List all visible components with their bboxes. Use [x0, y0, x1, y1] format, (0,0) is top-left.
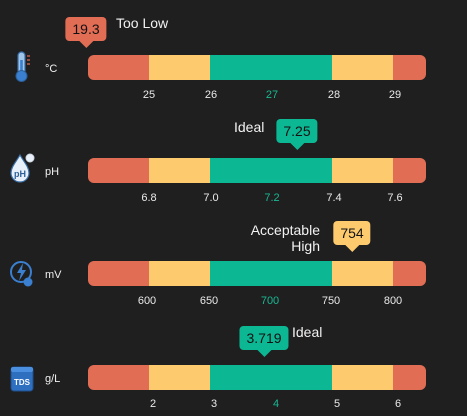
- status-label: Ideal: [234, 119, 265, 135]
- tick-label: 6: [394, 398, 402, 410]
- segment-too-high: [393, 365, 426, 390]
- tick-label: 28: [327, 89, 341, 101]
- status-line: High: [291, 238, 320, 254]
- thermometer-icon: [8, 50, 36, 84]
- range-bar: [88, 365, 426, 390]
- segment-low: [149, 365, 210, 390]
- segment-ideal: [210, 365, 332, 390]
- segment-low: [149, 55, 210, 80]
- segment-too-high: [393, 261, 426, 286]
- unit-label: g/L: [45, 373, 61, 385]
- segment-ideal: [210, 261, 332, 286]
- svg-text:pH: pH: [14, 169, 26, 179]
- segment-high: [332, 55, 393, 80]
- segment-too-high: [393, 158, 426, 183]
- segment-ideal: [210, 158, 332, 183]
- segment-low: [149, 158, 210, 183]
- tick-label: 600: [137, 295, 157, 307]
- tds-icon: TDS: [8, 363, 36, 397]
- segment-too-high: [393, 55, 426, 80]
- unit-label: mV: [45, 269, 62, 281]
- gauge-row-tds: 3.719 Ideal TDS g/L 2 3 4 5 6: [0, 312, 467, 416]
- value-bubble: 754: [333, 221, 371, 252]
- tick-label: 800: [383, 295, 403, 307]
- unit-label: pH: [45, 166, 60, 178]
- tick-label: 5: [333, 398, 341, 410]
- unit-label: °C: [45, 63, 58, 75]
- value-bubble: 7.25: [276, 119, 318, 150]
- tick-label: 6.8: [141, 192, 157, 204]
- tick-label: 29: [388, 89, 402, 101]
- tick-label: 650: [199, 295, 219, 307]
- tick-label: 2: [149, 398, 157, 410]
- segment-high: [332, 365, 393, 390]
- range-bar: [88, 55, 426, 80]
- segment-low: [149, 261, 210, 286]
- segment-too-low: [88, 55, 149, 80]
- ph-drop-icon: pH: [8, 152, 36, 186]
- segment-too-low: [88, 261, 149, 286]
- orp-bolt-icon: [8, 256, 36, 290]
- range-bar: [88, 261, 426, 286]
- segment-too-low: [88, 365, 149, 390]
- tick-label: 7.0: [203, 192, 219, 204]
- status-label: Too Low: [116, 15, 169, 31]
- status-label: Ideal: [292, 324, 323, 340]
- tick-label: 27: [265, 89, 279, 101]
- gauge-row-temperature: 19.3 Too Low °C 25 26 27 28 29: [0, 0, 467, 104]
- tick-label: 7.4: [326, 192, 342, 204]
- status-label: Acceptable High: [246, 222, 320, 254]
- segment-high: [332, 158, 393, 183]
- tick-label: 26: [204, 89, 218, 101]
- segment-too-low: [88, 158, 149, 183]
- tick-label: 25: [142, 89, 156, 101]
- tick-label: 700: [260, 295, 280, 307]
- tick-label: 750: [321, 295, 341, 307]
- segment-ideal: [210, 55, 332, 80]
- gauge-row-ph: Ideal 7.25 pH pH 6.8 7.0 7.2 7.4 7.6: [0, 104, 467, 208]
- tick-label: 7.2: [264, 192, 280, 204]
- gauge-row-orp: Acceptable High 754 mV 600 650 700 750 8…: [0, 208, 467, 312]
- tick-label: 3: [210, 398, 218, 410]
- segment-high: [332, 261, 393, 286]
- tick-label: 4: [272, 398, 280, 410]
- range-bar: [88, 158, 426, 183]
- svg-text:TDS: TDS: [14, 378, 31, 387]
- value-bubble: 3.719: [239, 326, 289, 357]
- tick-label: 7.6: [387, 192, 403, 204]
- status-line: Acceptable: [250, 222, 320, 238]
- value-bubble: 19.3: [65, 17, 107, 48]
